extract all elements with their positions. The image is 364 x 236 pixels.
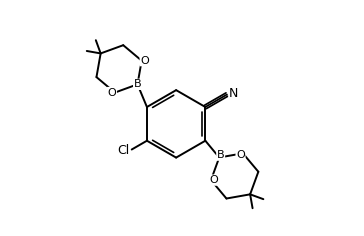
Text: N: N	[229, 87, 238, 100]
Text: O: O	[236, 150, 245, 160]
Text: Cl: Cl	[117, 144, 130, 157]
Text: B: B	[134, 79, 141, 89]
Text: O: O	[210, 175, 218, 185]
Text: B: B	[217, 150, 225, 160]
Text: O: O	[140, 56, 149, 66]
Text: O: O	[108, 88, 116, 97]
